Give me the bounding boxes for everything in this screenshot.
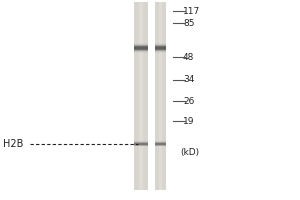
Bar <box>134 142 148 143</box>
Bar <box>155 2 166 190</box>
Bar <box>139 2 143 190</box>
Bar <box>155 45 166 46</box>
Bar <box>155 140 166 141</box>
Bar <box>134 145 148 146</box>
Bar <box>134 50 148 51</box>
Bar <box>155 46 166 47</box>
Bar <box>134 44 148 45</box>
Bar <box>134 45 148 46</box>
Bar <box>155 146 166 147</box>
Bar <box>134 46 148 47</box>
Bar <box>134 140 148 141</box>
Text: 26: 26 <box>183 97 194 106</box>
Bar <box>134 47 148 48</box>
Bar <box>134 142 148 143</box>
Text: 34: 34 <box>183 75 194 84</box>
Bar <box>155 142 166 143</box>
Text: 85: 85 <box>183 19 194 27</box>
Bar <box>159 2 162 190</box>
Bar <box>155 51 166 52</box>
Text: H2B: H2B <box>3 139 23 149</box>
Bar <box>134 52 148 53</box>
Text: 19: 19 <box>183 116 194 126</box>
Text: 117: 117 <box>183 6 200 16</box>
Bar <box>155 43 166 44</box>
Bar <box>155 49 166 50</box>
Bar <box>155 140 166 141</box>
Bar <box>155 44 166 45</box>
Bar <box>134 51 148 52</box>
Bar <box>155 145 166 146</box>
Bar <box>134 43 148 44</box>
Bar <box>134 2 148 190</box>
Bar <box>134 146 148 147</box>
Bar <box>134 48 148 49</box>
Bar <box>155 48 166 49</box>
Text: (kD): (kD) <box>180 148 199 156</box>
Bar <box>155 50 166 51</box>
Bar <box>155 47 166 48</box>
Bar <box>155 142 166 143</box>
Bar <box>155 143 166 144</box>
Text: 48: 48 <box>183 52 194 62</box>
Bar <box>134 49 148 50</box>
Bar <box>155 52 166 53</box>
Bar <box>134 143 148 144</box>
Bar <box>134 140 148 141</box>
